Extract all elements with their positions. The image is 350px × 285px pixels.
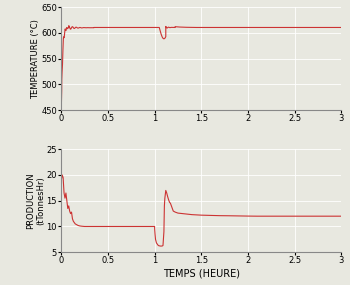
Y-axis label: TEMPERATURE (°C): TEMPERATURE (°C) [31,19,40,99]
Y-axis label: PRODUCTION
(tTonnesHr): PRODUCTION (tTonnesHr) [26,172,45,229]
X-axis label: TEMPS (HEURE): TEMPS (HEURE) [163,268,240,278]
